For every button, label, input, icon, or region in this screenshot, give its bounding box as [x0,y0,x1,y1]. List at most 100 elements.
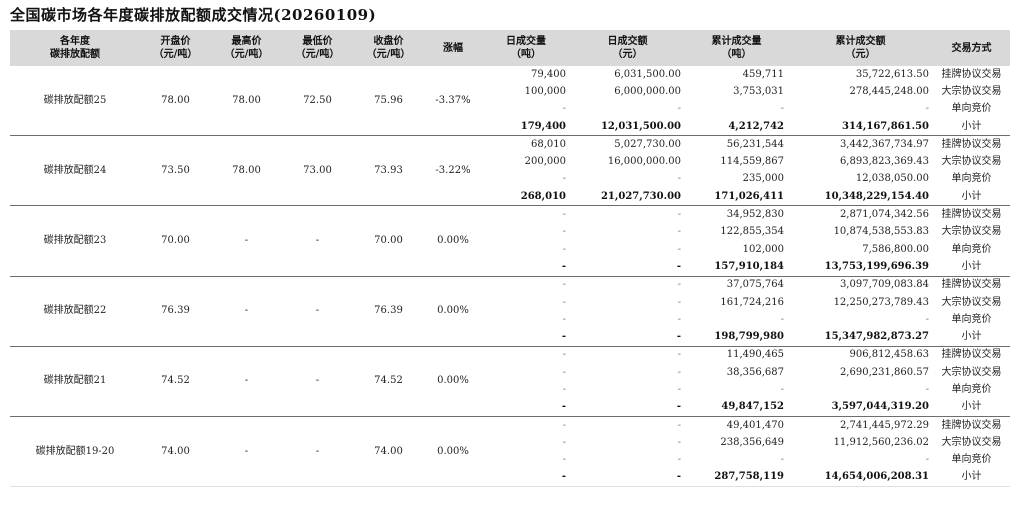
cum-volume-cell: 38,356,687 [726,366,784,378]
cum-volume-cell: 37,075,764 [726,279,784,291]
day-amount-cell: - [677,243,681,255]
day-volume-cell: - [562,173,566,185]
subtotal-row: 179,400 12,031,500.00 4,212,742 314,167,861… [10,117,1010,137]
low-price-cell: 73.00 [282,135,353,207]
col-header-close: 收盘价 （元/吨） [353,30,424,66]
day-volume-cell: - [482,398,570,417]
cum-amount-cell: 6,893,823,369.43 [839,156,929,168]
cum-volume-cell: 171,026,411 [685,188,788,207]
trade-method-cell: 单向竞价 [951,313,992,325]
day-amount-cell: - [677,383,681,395]
change-cell: -3.22% [424,135,482,207]
day-volume-cell: - [562,383,566,395]
trade-method-cell: 大宗协议交易 [941,226,1002,238]
day-amount-cell: 6,031,500.00 [614,68,681,80]
day-amount-cell: - [677,103,681,115]
cum-volume-cell: 49,401,470 [726,419,784,431]
col-header-product: 各年度 碳排放配额 [10,30,140,66]
cum-amount-cell: - [925,383,929,395]
col-header-high: 最高价 （元/吨） [211,30,282,66]
trade-method-cell: 小计 [933,468,1010,488]
day-amount-cell: - [677,419,681,431]
day-amount-cell: - [570,328,685,347]
cum-amount-cell: 906,812,458.63 [849,349,929,361]
table-row: 碳排放配额19-20 74.00- -74.00 0.00% - -49,401,470 2… [10,416,1010,488]
low-price-cell: - [282,416,353,488]
table-row: - - - - 单向竞价 [10,101,1010,118]
change-cell: 0.00% [424,205,482,277]
day-amount-cell: - [677,436,681,448]
day-volume-cell: 268,010 [482,188,570,207]
trade-method-cell: 单向竞价 [951,243,992,255]
subtotal-row: - -157,910,184 13,753,199,696.39 小计 [10,258,1010,277]
trade-method-cell: 小计 [933,188,1010,207]
close-price-cell: 73.93 [353,135,424,207]
close-price-cell: 74.00 [353,416,424,488]
day-amount-cell: - [677,226,681,238]
trade-method-cell: 小计 [933,258,1010,277]
change-cell: 0.00% [424,276,482,347]
day-amount-cell: 16,000,000.00 [607,156,681,168]
day-amount-cell: - [570,468,685,488]
day-volume-cell: - [562,103,566,115]
cum-amount-cell: 314,167,861.50 [788,117,933,137]
table-header-row: 各年度 碳排放配额 开盘价 （元/吨） 最高价 （元/吨） 最低价 （元/吨） 收盘价（… [10,30,1010,66]
day-volume-cell: - [562,279,566,291]
table-body: 碳排放配额25 78.00 78.00 72.50 75.96 -3.37% 79,400 6… [10,66,1010,488]
change-cell: -3.37% [424,66,482,137]
cum-amount-cell: 15,347,982,873.27 [788,328,933,347]
day-volume-cell: 68,010 [531,138,566,150]
day-volume-cell: 179,400 [482,117,570,137]
open-price-cell: 70.00 [140,205,211,277]
cum-volume-cell: - [780,454,784,466]
col-header-open: 开盘价 （元/吨） [140,30,211,66]
trade-method-cell: 小计 [933,117,1010,137]
cum-volume-cell: 102,000 [742,243,784,255]
day-amount-cell: - [677,279,681,291]
subtotal-row: 268,010 21,027,730.00 171,026,411 10,348,22… [10,188,1010,207]
product-name-cell: 碳排放配额23 [10,205,140,277]
product-name-cell: 碳排放配额22 [10,276,140,347]
cum-volume-cell: 287,758,119 [685,468,788,488]
cum-volume-cell: 161,724,216 [720,296,784,308]
trade-method-cell: 单向竞价 [951,103,992,115]
table-row: - - - - 单向竞价 [10,311,1010,328]
cum-amount-cell: 13,753,199,696.39 [788,258,933,277]
cum-amount-cell: 7,586,800.00 [862,243,929,255]
trade-method-cell: 挂牌协议交易 [941,279,1002,291]
cum-volume-cell: - [780,103,784,115]
trade-method-cell: 挂牌协议交易 [941,209,1002,221]
day-amount-cell: - [677,366,681,378]
cum-volume-cell: 34,952,830 [726,209,784,221]
day-amount-cell: - [570,258,685,277]
day-volume-cell: - [562,226,566,238]
close-price-cell: 70.00 [353,205,424,277]
day-volume-cell: - [562,366,566,378]
day-volume-cell: - [562,436,566,448]
cum-amount-cell: 10,348,229,154.40 [788,188,933,207]
table-row: 碳排放配额23 70.00- -70.00 0.00% - -34,952,830 2,87… [10,205,1010,277]
day-amount-cell: - [677,349,681,361]
day-amount-cell: - [677,296,681,308]
cum-amount-cell: - [925,313,929,325]
cum-volume-cell: 4,212,742 [685,117,788,137]
product-name-cell: 碳排放配额24 [10,135,140,207]
subtotal-row: - -49,847,152 3,597,044,319.20 小计 [10,398,1010,417]
table-row: - - - - 单向竞价 [10,381,1010,398]
cum-volume-cell: - [780,313,784,325]
product-name-cell: 碳排放配额19-20 [10,416,140,488]
low-price-cell: - [282,346,353,417]
day-volume-cell: - [562,243,566,255]
trade-method-cell: 挂牌协议交易 [941,138,1002,150]
trade-method-cell: 单向竞价 [951,383,992,395]
high-price-cell: - [211,346,282,417]
table-row: 100,000 6,000,000.00 3,753,031 278,445,248.… [10,83,1010,100]
col-header-change: 涨幅 [424,30,482,66]
high-price-cell: 78.00 [211,66,282,137]
table-row: 碳排放配额21 74.52- -74.52 0.00% - -11,490,465 906,… [10,346,1010,417]
col-header-cum-volume: 累计成交量 （吨） [685,30,788,66]
day-amount-cell: 6,000,000.00 [614,85,681,97]
product-name-cell: 碳排放配额21 [10,346,140,417]
close-price-cell: 75.96 [353,66,424,137]
high-price-cell: 78.00 [211,135,282,207]
